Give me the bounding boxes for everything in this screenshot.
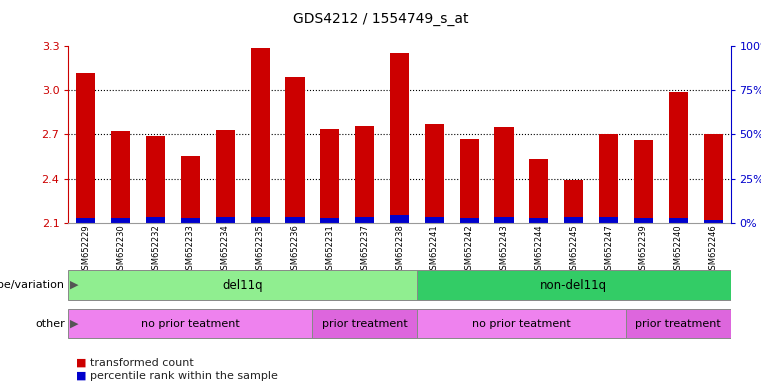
- Text: no prior teatment: no prior teatment: [141, 318, 240, 329]
- Bar: [76, 218, 95, 223]
- Bar: [530, 159, 549, 223]
- Bar: [599, 134, 618, 223]
- Bar: [181, 157, 200, 223]
- Text: prior treatment: prior treatment: [635, 318, 721, 329]
- Bar: [564, 180, 584, 223]
- Bar: [460, 139, 479, 223]
- Bar: [634, 140, 653, 223]
- Bar: [320, 129, 339, 223]
- Bar: [495, 217, 514, 223]
- Bar: [68, 270, 417, 300]
- Text: GDS4212 / 1554749_s_at: GDS4212 / 1554749_s_at: [293, 12, 468, 25]
- Bar: [390, 53, 409, 223]
- Text: ▶: ▶: [70, 280, 78, 290]
- Bar: [146, 136, 165, 223]
- Bar: [599, 217, 618, 223]
- Bar: [285, 77, 304, 223]
- Bar: [76, 73, 95, 223]
- Bar: [626, 309, 731, 338]
- Bar: [355, 217, 374, 223]
- Bar: [390, 215, 409, 223]
- Text: genotype/variation: genotype/variation: [0, 280, 65, 290]
- Bar: [313, 309, 417, 338]
- Bar: [634, 218, 653, 223]
- Bar: [111, 131, 130, 223]
- Text: ▶: ▶: [70, 318, 78, 329]
- Bar: [564, 217, 584, 223]
- Text: percentile rank within the sample: percentile rank within the sample: [90, 371, 278, 381]
- Bar: [215, 217, 235, 223]
- Bar: [285, 217, 304, 223]
- Bar: [250, 217, 269, 223]
- Bar: [181, 218, 200, 223]
- Text: prior treatment: prior treatment: [322, 318, 408, 329]
- Bar: [146, 217, 165, 223]
- Text: del11q: del11q: [222, 279, 263, 291]
- Text: no prior teatment: no prior teatment: [472, 318, 571, 329]
- Bar: [417, 270, 731, 300]
- Text: ■: ■: [76, 358, 87, 368]
- Bar: [215, 130, 235, 223]
- Text: ■: ■: [76, 371, 87, 381]
- Text: other: other: [35, 318, 65, 329]
- Bar: [669, 218, 688, 223]
- Bar: [425, 124, 444, 223]
- Bar: [355, 126, 374, 223]
- Text: transformed count: transformed count: [90, 358, 193, 368]
- Bar: [530, 218, 549, 223]
- Bar: [68, 309, 313, 338]
- Bar: [320, 218, 339, 223]
- Bar: [417, 309, 626, 338]
- Bar: [495, 127, 514, 223]
- Bar: [460, 218, 479, 223]
- Bar: [250, 48, 269, 223]
- Bar: [704, 220, 723, 223]
- Bar: [704, 134, 723, 223]
- Text: non-del11q: non-del11q: [540, 279, 607, 291]
- Bar: [111, 218, 130, 223]
- Bar: [425, 217, 444, 223]
- Bar: [669, 92, 688, 223]
